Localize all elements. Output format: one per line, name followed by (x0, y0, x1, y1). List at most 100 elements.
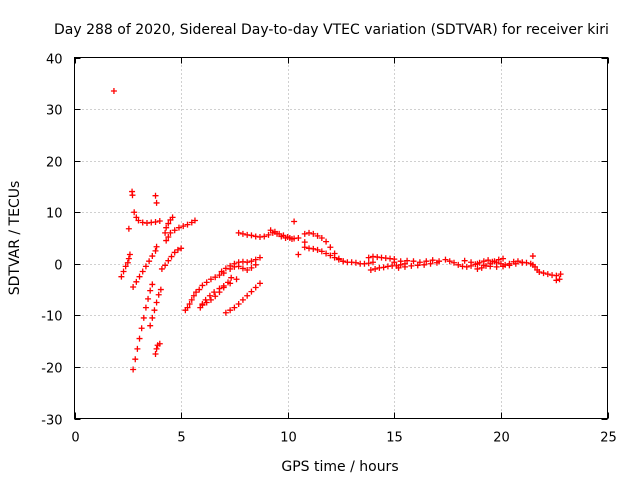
data-point (314, 232, 321, 239)
y-tick-label: -20 (41, 362, 62, 377)
data-point (423, 258, 430, 265)
data-point (318, 235, 325, 241)
data-point (553, 277, 560, 284)
data-point (218, 268, 225, 275)
grid (74, 57, 608, 419)
data-point (261, 233, 268, 240)
data-point (162, 229, 169, 236)
data-point (156, 340, 163, 347)
data-point (169, 214, 176, 221)
data-point (248, 264, 255, 271)
data-point (410, 258, 417, 265)
data-point (372, 265, 379, 272)
y-tick-label: -30 (41, 414, 62, 429)
data-point (136, 273, 143, 280)
data-point (171, 249, 178, 256)
data-point (178, 245, 185, 252)
x-tick-label: 15 (386, 431, 403, 446)
data-point (235, 229, 242, 236)
data-point (131, 209, 138, 216)
data-point (532, 263, 539, 270)
data-point (157, 286, 164, 293)
data-point (239, 230, 246, 237)
data-point (284, 233, 291, 240)
data-point (153, 243, 160, 250)
data-point (500, 255, 507, 262)
data-point (188, 219, 195, 226)
data-point (497, 260, 504, 267)
x-tick-label: 25 (600, 431, 617, 446)
data-point (265, 231, 272, 238)
data-point (267, 227, 274, 234)
data-point (352, 259, 359, 266)
data-point (397, 258, 404, 265)
data-point (461, 257, 468, 264)
data-point (220, 284, 227, 291)
data-point (331, 254, 338, 261)
data-point (147, 322, 154, 329)
data-point (404, 257, 411, 264)
data-point (295, 251, 302, 258)
data-point (271, 228, 278, 235)
data-point (135, 217, 142, 224)
data-point (252, 261, 259, 268)
data-point (365, 254, 372, 261)
data-point (395, 264, 402, 271)
data-point (244, 292, 251, 299)
data-point (203, 299, 210, 306)
data-point (280, 232, 287, 239)
data-point (429, 257, 436, 264)
data-point (132, 356, 139, 363)
y-tick-label: 10 (46, 207, 63, 222)
data-point (156, 217, 163, 224)
x-tick-label: 20 (493, 431, 510, 446)
data-point (212, 293, 219, 300)
data-point (118, 273, 125, 280)
data-point (301, 239, 308, 246)
y-tick-label: 40 (46, 53, 63, 68)
data-point (162, 262, 169, 269)
data-point (145, 295, 152, 302)
data-point (468, 259, 475, 266)
data-point (295, 235, 302, 241)
data-point (153, 199, 160, 206)
data-point (184, 221, 191, 228)
data-point (489, 258, 496, 265)
data-point (506, 260, 513, 267)
data-point (167, 229, 174, 236)
data-point (211, 289, 218, 296)
data-point (256, 254, 263, 261)
data-point (225, 279, 232, 286)
data-point (540, 270, 547, 277)
data-point (149, 281, 156, 288)
data-point (231, 304, 238, 311)
data-point (153, 345, 160, 352)
data-point (248, 288, 255, 295)
data-point (455, 261, 462, 268)
data-point (199, 282, 206, 289)
data-point (482, 262, 489, 269)
axes: 0 5 10 15 20 25 -30 -20 -10 0 10 20 30 40 (41, 53, 617, 446)
y-tick-label: -10 (41, 310, 62, 325)
data-point (323, 238, 330, 245)
data-point (544, 271, 551, 278)
data-point (474, 260, 481, 267)
data-point (124, 259, 131, 266)
data-point (367, 266, 374, 273)
data-point (165, 220, 172, 227)
data-point (276, 230, 283, 237)
data-point (244, 259, 251, 266)
data-points (110, 88, 564, 373)
data-point (416, 259, 423, 266)
data-point (239, 296, 246, 303)
y-tick-label: 30 (46, 104, 63, 119)
data-point (327, 244, 334, 251)
data-point (433, 259, 440, 266)
data-point (369, 259, 376, 266)
data-point (175, 224, 182, 231)
data-point (149, 253, 156, 260)
data-point (180, 223, 187, 230)
y-axis-label: SDTVAR / TECUs (7, 181, 23, 296)
plot-frame (74, 57, 608, 419)
data-point (306, 229, 313, 236)
